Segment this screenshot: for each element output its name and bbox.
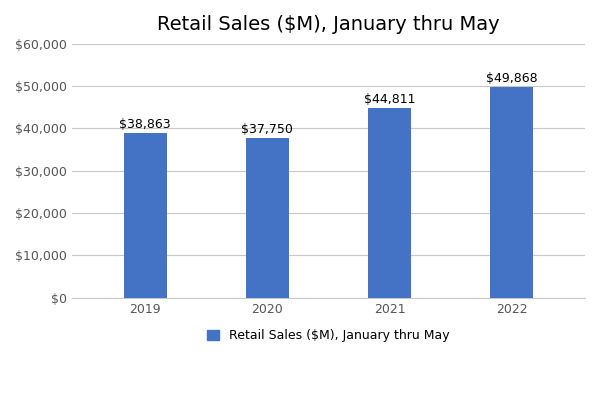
Bar — [124, 133, 167, 298]
Bar — [246, 138, 289, 298]
Text: $44,811: $44,811 — [364, 93, 415, 106]
Bar — [490, 87, 533, 298]
Title: Retail Sales ($M), January thru May: Retail Sales ($M), January thru May — [157, 15, 500, 34]
Text: $49,868: $49,868 — [486, 72, 538, 85]
Bar — [368, 108, 411, 298]
Text: $37,750: $37,750 — [241, 123, 293, 136]
Legend: Retail Sales ($M), January thru May: Retail Sales ($M), January thru May — [207, 329, 450, 342]
Text: $38,863: $38,863 — [119, 118, 171, 131]
